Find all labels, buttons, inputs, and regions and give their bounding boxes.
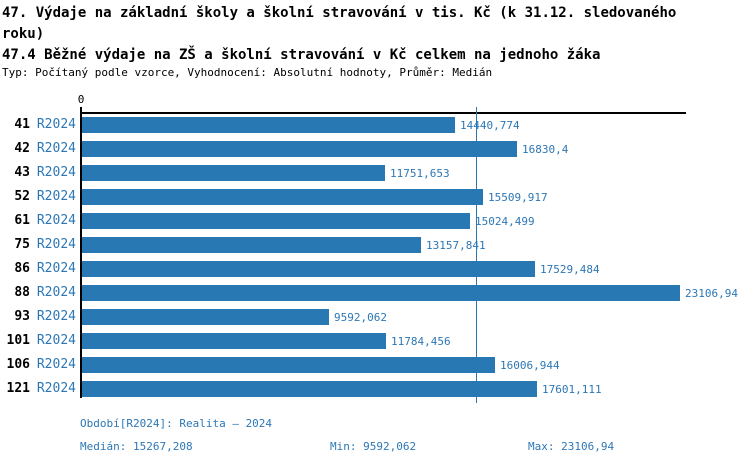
bar-value-label: 11751,653 [390,167,450,180]
bar [82,357,495,373]
bar-value-label: 13157,841 [426,239,486,252]
bar [82,381,537,397]
bar-value-label: 23106,94 [685,287,738,300]
bar [82,285,680,301]
bar-value-label: 9592,062 [334,311,387,324]
row-series-label: R2024 [36,309,76,324]
row-category-label: 41 [14,117,30,132]
row-series-label: R2024 [36,141,76,156]
bar [82,333,386,349]
row-series-label: R2024 [36,189,76,204]
bar [82,189,483,205]
row-series-label: R2024 [36,333,76,348]
row-category-label: 88 [14,285,30,300]
x-axis-zero-label: 0 [77,93,85,106]
row-series-label: R2024 [36,357,76,372]
median-line [476,107,477,403]
bar-value-label: 17601,111 [542,383,602,396]
bar-value-label: 15509,917 [488,191,548,204]
row-category-label: 52 [14,189,30,204]
row-category-label: 75 [14,237,30,252]
bar-value-label: 17529,484 [540,263,600,276]
row-category-label: 101 [6,333,30,348]
chart-title: 47. Výdaje na základní školy a školní st… [2,5,677,42]
row-category-label: 42 [14,141,30,156]
chart-meta-info: Typ: Počítaný podle vzorce, Vyhodnocení:… [2,66,493,79]
row-category-label: 86 [14,261,30,276]
row-category-label: 93 [14,309,30,324]
bar-value-label: 16006,944 [500,359,560,372]
row-series-label: R2024 [36,381,76,396]
y-axis-line [80,107,82,398]
row-category-label: 121 [6,381,30,396]
bar [82,117,455,133]
chart-subtitle: 47.4 Běžné výdaje na ZŠ a školní stravov… [2,47,601,63]
bar-value-label: 15024,499 [475,215,535,228]
row-series-label: R2024 [36,237,76,252]
row-category-label: 61 [14,213,30,228]
row-series-label: R2024 [36,165,76,180]
bar [82,309,329,325]
bar [82,237,421,253]
bar [82,213,470,229]
bar [82,165,385,181]
bar-value-label: 16830,4 [522,143,569,156]
x-axis-line [80,112,686,114]
bar-value-label: 11784,456 [391,335,451,348]
footer-min: Min: 9592,062 [330,440,417,453]
footer-period: Období[R2024]: Realita – 2024 [80,417,273,430]
row-series-label: R2024 [36,213,76,228]
bar-value-label: 14440,774 [460,119,520,132]
row-category-label: 43 [14,165,30,180]
row-series-label: R2024 [36,261,76,276]
row-category-label: 106 [6,357,30,372]
row-series-label: R2024 [36,285,76,300]
footer-max: Max: 23106,94 [528,440,615,453]
row-series-label: R2024 [36,117,76,132]
footer-median: Medián: 15267,208 [80,440,193,453]
bar [82,261,535,277]
bar [82,141,517,157]
